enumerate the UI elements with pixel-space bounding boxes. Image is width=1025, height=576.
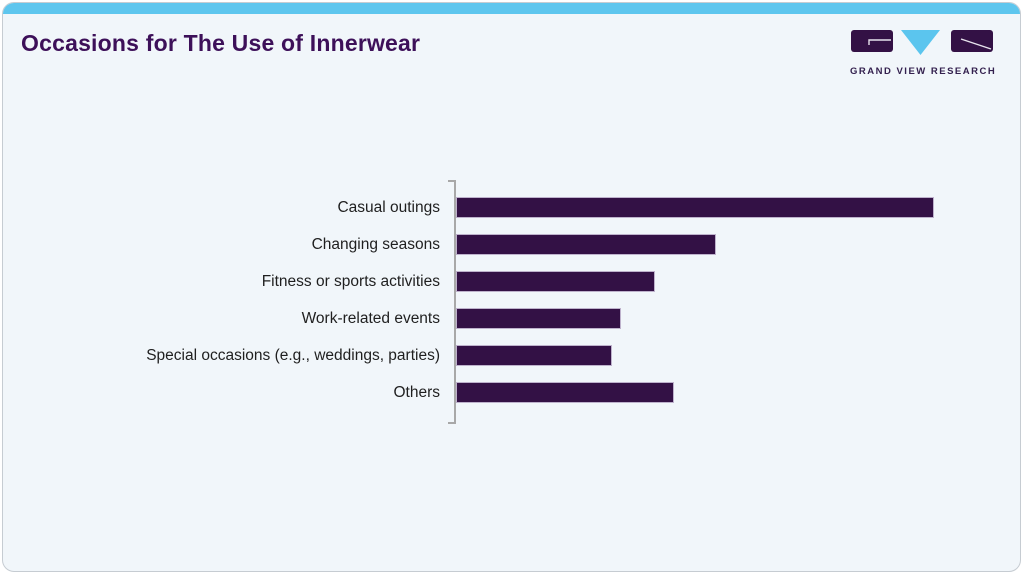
bar-track: [456, 345, 934, 366]
chart-row: Fitness or sports activities: [3, 263, 1020, 300]
bar: [456, 345, 612, 366]
bar-chart: Casual outings Changing seasons Fitness or…: [3, 180, 1020, 424]
category-label: Work-related events: [301, 309, 440, 327]
category-label: Changing seasons: [311, 235, 440, 253]
category-label: Others: [393, 383, 440, 401]
bar-track: [456, 197, 934, 218]
category-label: Fitness or sports activities: [261, 272, 440, 290]
logo-text: GRAND VIEW RESEARCH: [850, 66, 997, 77]
bar-track: [456, 234, 934, 255]
page-title: Occasions for The Use of Innerwear: [21, 30, 421, 56]
chart-row: Special occasions (e.g., weddings, parti…: [3, 337, 1020, 374]
chart-row: Work-related events: [3, 300, 1020, 337]
bar-track: [456, 382, 934, 403]
bar-track: [456, 308, 934, 329]
bar: [456, 271, 655, 292]
bar: [456, 197, 934, 218]
category-axis-line: [448, 180, 456, 424]
chart-row: Casual outings: [3, 189, 1020, 226]
gvr-logo-icon: [851, 30, 993, 55]
bar: [456, 308, 621, 329]
grand-view-research-logo: GRAND VIEW RESEARCH: [850, 30, 997, 77]
category-label: Casual outings: [337, 198, 440, 216]
bar: [456, 234, 717, 255]
chart-row: Others: [3, 374, 1020, 411]
bar: [456, 382, 674, 403]
chart-row: Changing seasons: [3, 226, 1020, 263]
chart-rows: Casual outings Changing seasons Fitness or…: [3, 189, 1020, 411]
category-label: Special occasions (e.g., weddings, parti…: [146, 346, 440, 364]
bar-track: [456, 271, 934, 292]
top-accent-bar: [3, 3, 1020, 14]
